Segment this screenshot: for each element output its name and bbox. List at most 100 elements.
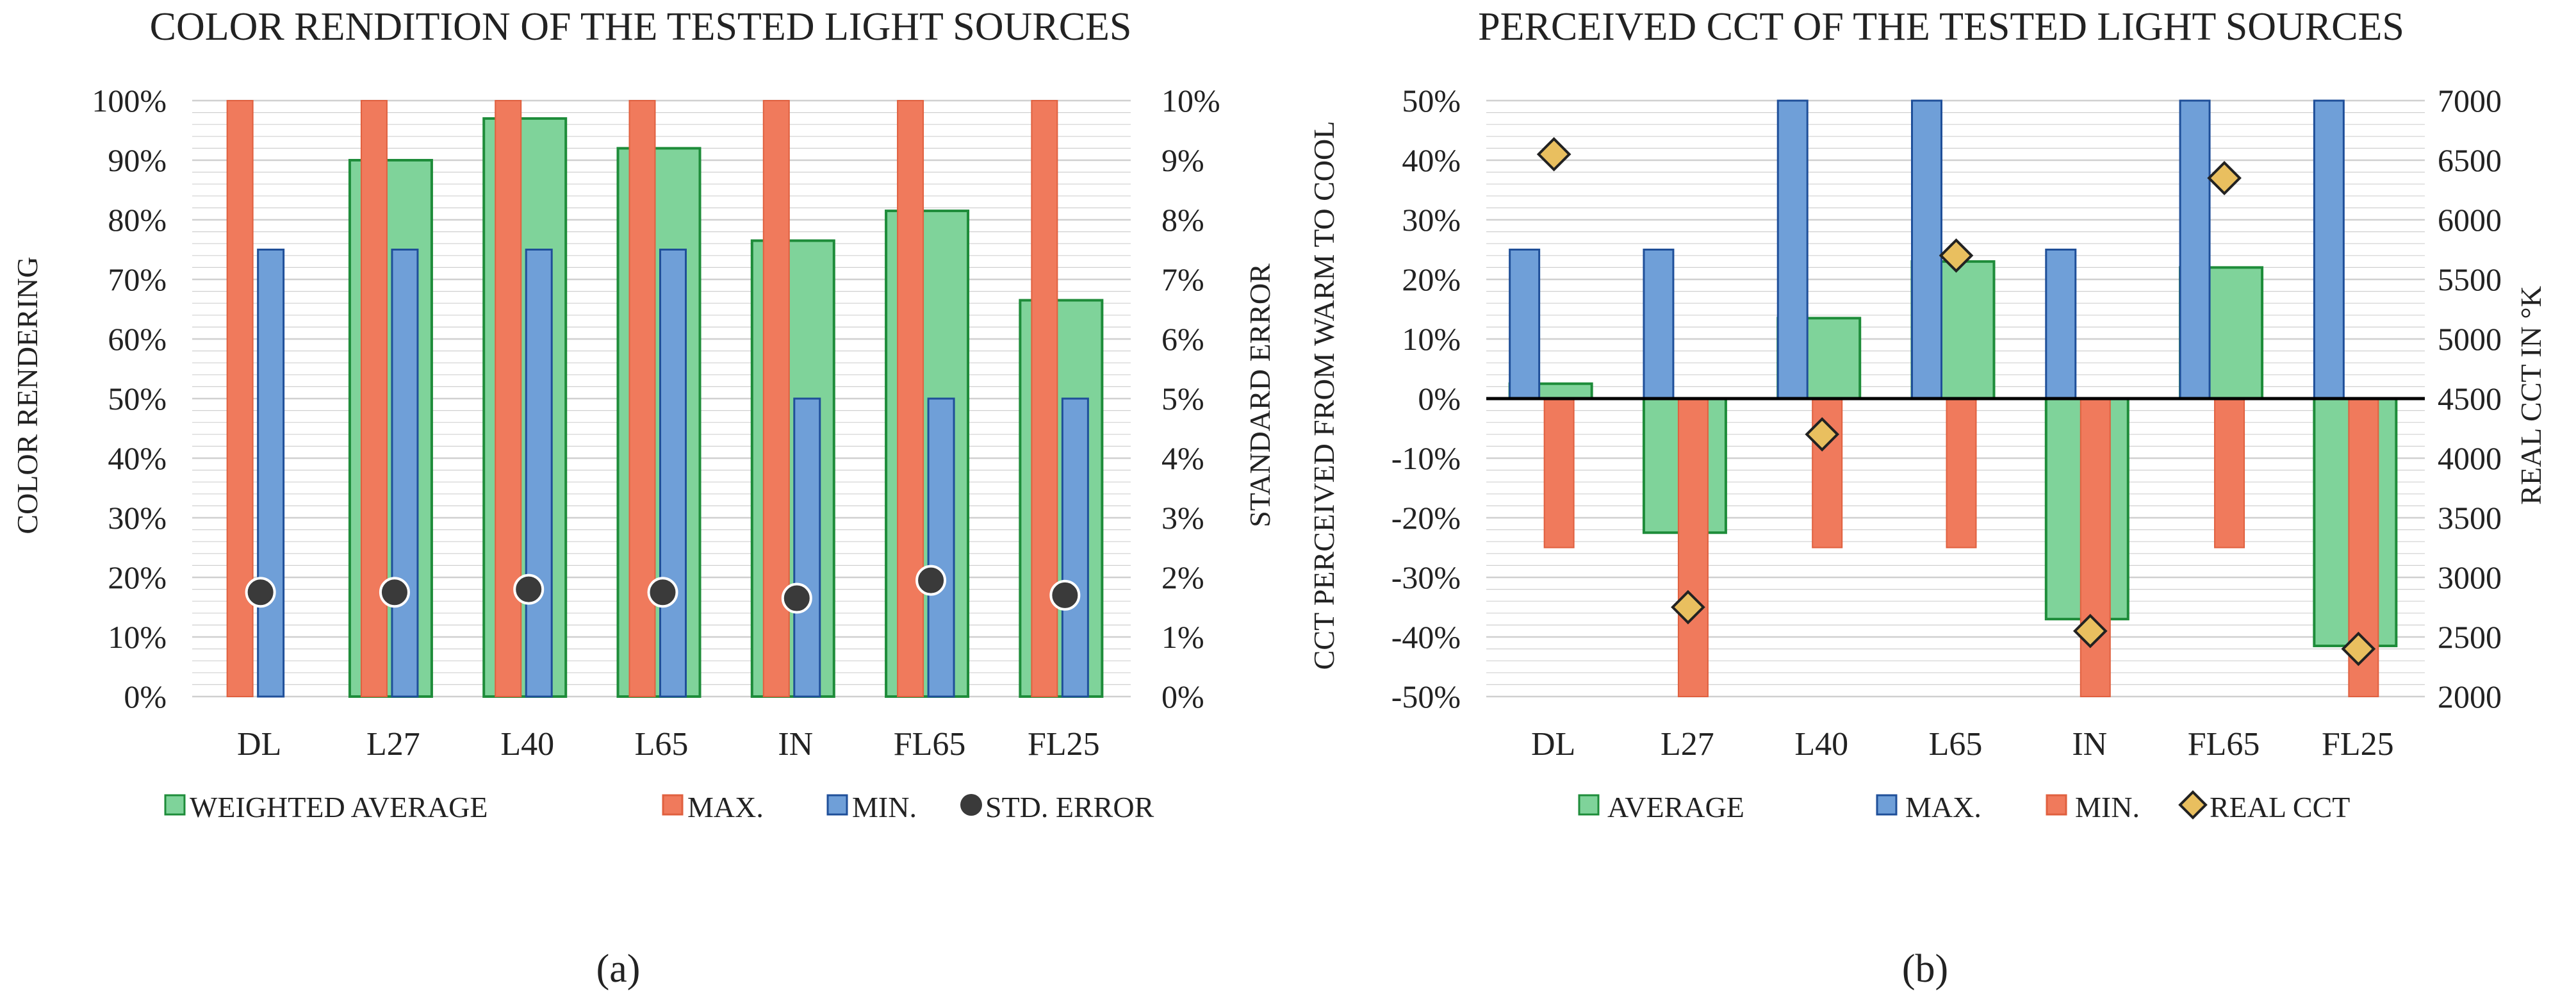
panel-b-category-label: FL65 [2188, 726, 2260, 763]
legend-swatch-average [1578, 794, 1600, 816]
min-bar-IN [793, 397, 821, 698]
panel-a-y-tick: 40% [108, 440, 167, 476]
panel-b-y-ticks: -50% -40% -30% -20% -10% 0% 10% 20% 30% 40% 50% [1391, 83, 1461, 715]
real-cct-point-IN [2072, 613, 2108, 649]
legend-swatch-real-cct [2178, 790, 2208, 820]
panel-b-y2-tick: 6500 [2438, 142, 2502, 178]
legend-label-min: MIN. [2075, 791, 2140, 823]
min-bar-DL [1543, 398, 1575, 549]
max-bar-L65 [628, 100, 656, 697]
max-bar-DL [226, 100, 254, 697]
min-bar-L65 [659, 249, 687, 698]
panel-a-label: (a) [596, 947, 641, 991]
panel-a-category-label: L40 [500, 726, 554, 763]
min-bar-L27 [1677, 398, 1709, 697]
panel-a-category-label: L27 [366, 726, 420, 763]
panel-a-y2-tick: 2% [1161, 559, 1204, 595]
panel-b-y2-tick: 4000 [2438, 440, 2502, 476]
panel-a-y2-tick: 8% [1161, 202, 1204, 238]
panel-a-color-rendition: COLOR RENDITION OF THE TESTED LIGHT SOUR… [11, 5, 1276, 991]
panel-a-y-tick: 10% [108, 619, 167, 655]
panel-a-y2-ticks: 0% 1% 2% 3% 4% 5% 6% 7% 8% 9% 10% [1161, 83, 1220, 715]
legend-label-real-cct: REAL CCT [2210, 791, 2350, 823]
panel-b-bars [1508, 99, 2398, 697]
panel-a-y-axis-label: COLOR RENDERING [11, 256, 44, 534]
max-bar-L27 [360, 100, 388, 697]
panel-b-y-tick: -10% [1391, 440, 1461, 476]
panel-b-category-label: L40 [1794, 726, 1848, 763]
panel-b-title: PERCEIVED CCT OF THE TESTED LIGHT SOURCE… [1478, 5, 2404, 49]
panel-b-real-cct-points [1536, 136, 2376, 666]
panel-b-label: (b) [1902, 947, 1948, 991]
panel-a-y2-tick: 1% [1161, 619, 1204, 655]
panel-a-y-tick: 80% [108, 202, 167, 238]
legend-label-min: MIN. [852, 791, 917, 823]
panel-b-category-labels: DL L27 L40 L65 IN FL65 FL25 [1531, 726, 2394, 763]
panel-b-y-tick: 10% [1402, 321, 1461, 357]
panel-a-y2-tick: 3% [1161, 500, 1204, 536]
panel-a-category-label: DL [237, 726, 281, 763]
panel-a-y-tick: 100% [92, 83, 167, 119]
max-bar-L65 [1911, 99, 1942, 400]
panel-b-category-label: DL [1531, 726, 1575, 763]
panel-b-y2-tick: 7000 [2438, 83, 2502, 119]
panel-b-y2-tick: 2500 [2438, 619, 2502, 655]
panel-b-y2-tick: 6000 [2438, 202, 2502, 238]
min-bar-IN [2080, 398, 2111, 697]
max-bar-FL65 [2179, 99, 2211, 400]
panel-a-category-label: FL65 [894, 726, 966, 763]
panel-a-category-labels: DL L27 L40 L65 IN FL65 FL25 [237, 726, 1100, 763]
panel-b-y2-ticks: 2000 2500 3000 3500 4000 4500 5000 5500 6000 6500… [2438, 83, 2502, 715]
panel-b-category-label: L27 [1661, 726, 1714, 763]
panel-b-y2-tick: 5000 [2438, 321, 2502, 357]
panel-b-perceived-cct: PERCEIVED CCT OF THE TESTED LIGHT SOURCE… [1308, 5, 2547, 991]
panel-b-category-label: L65 [1929, 726, 1983, 763]
panel-a-y-ticks: 0% 10% 20% 30% 40% 50% 60% 70% 80% 90% 100% [92, 83, 167, 715]
panel-b-category-label: FL25 [2322, 726, 2394, 763]
min-bar-L27 [391, 249, 419, 698]
max-bar-DL [1509, 249, 1541, 400]
panel-b-y-axis-label: CCT PERCEIVED FROM WARM TO COOL [1308, 121, 1340, 670]
panel-b-y2-tick: 5500 [2438, 261, 2502, 297]
panel-a-y2-tick: 10% [1161, 83, 1220, 119]
panel-a-y2-tick: 0% [1161, 679, 1204, 715]
panel-a-category-label: IN [778, 726, 813, 763]
panel-b-y-tick: 30% [1402, 202, 1461, 238]
max-bar-L27 [1643, 249, 1675, 400]
min-bar-FL65 [2214, 398, 2245, 549]
panel-b-y-tick: -50% [1391, 679, 1461, 715]
panel-a-y2-tick: 5% [1161, 381, 1204, 417]
max-bar-IN [2045, 249, 2077, 400]
panel-a-y-tick: 60% [108, 321, 167, 357]
max-bar-FL25 [1031, 100, 1058, 697]
min-bar-L65 [1946, 398, 1977, 549]
max-bar-FL65 [897, 100, 924, 697]
min-bar-L40 [525, 249, 553, 698]
panel-b-legend: AVERAGE MAX. MIN. REAL CCT [1578, 790, 2350, 823]
panel-a-y-tick: 20% [108, 559, 167, 595]
std-error-point-FL65 [915, 565, 947, 596]
panel-b-y-tick: -30% [1391, 559, 1461, 595]
panel-a-y-tick: 50% [108, 381, 167, 417]
std-error-point-DL [245, 577, 276, 608]
panel-b-y2-tick: 3000 [2438, 559, 2502, 595]
legend-label-max: MAX. [1905, 791, 1981, 823]
real-cct-point-DL [1536, 136, 1571, 172]
std-error-point-L65 [647, 577, 678, 608]
panel-b-y-tick: 20% [1402, 261, 1461, 297]
panel-a-category-label: FL25 [1028, 726, 1100, 763]
panel-b-y2-axis-label: REAL CCT IN °K [2514, 286, 2547, 505]
min-bar-FL65 [927, 397, 955, 698]
panel-a-y2-tick: 6% [1161, 321, 1204, 357]
panel-a-y2-tick: 7% [1161, 261, 1204, 297]
panel-a-y-tick: 70% [108, 261, 167, 297]
panel-a-title: COLOR RENDITION OF THE TESTED LIGHT SOUR… [150, 5, 1132, 49]
panel-b-y2-tick: 3500 [2438, 500, 2502, 536]
max-bar-L40 [495, 100, 522, 697]
panel-b-category-label: IN [2072, 726, 2107, 763]
panel-a-y-tick: 90% [108, 142, 167, 178]
panel-b-y-tick: -20% [1391, 500, 1461, 536]
legend-swatch-min [2046, 794, 2067, 816]
legend-swatch-min [826, 794, 848, 816]
